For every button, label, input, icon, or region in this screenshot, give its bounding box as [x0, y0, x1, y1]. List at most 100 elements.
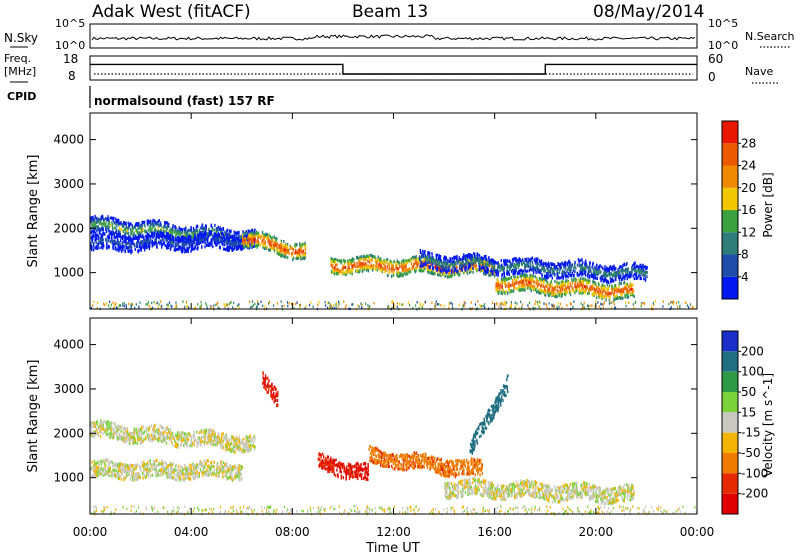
- range-gate-cell: [495, 282, 497, 286]
- range-gate-cell: [559, 289, 561, 293]
- range-gate-cell: [224, 247, 226, 251]
- range-gate-cell: [172, 224, 174, 228]
- range-gate-cell: [367, 269, 370, 273]
- range-gate-cell: [620, 276, 622, 279]
- range-gate-cell: [487, 259, 490, 263]
- range-gate-cell: [509, 290, 511, 294]
- range-gate-cell: [548, 283, 550, 287]
- range-gate-cell: [526, 283, 528, 287]
- ground-scatter-cell: [225, 303, 227, 306]
- range-gate-cell: [296, 242, 298, 246]
- range-gate-cell: [410, 259, 412, 263]
- range-gate-cell: [226, 248, 229, 252]
- range-gate-cell: [166, 221, 168, 225]
- range-gate-cell: [474, 265, 477, 268]
- range-gate-cell: [516, 275, 519, 279]
- range-gate-cell: [544, 268, 546, 272]
- range-gate-cell: [601, 276, 604, 280]
- range-gate-cell: [249, 244, 251, 248]
- range-gate-cell: [215, 233, 217, 237]
- range-gate-cell: [601, 284, 603, 288]
- range-gate-cell: [600, 274, 603, 278]
- range-gate-cell: [170, 234, 173, 238]
- range-gate-cell: [627, 270, 629, 274]
- ground-scatter-cell: [608, 302, 610, 305]
- range-gate-cell: [504, 282, 506, 286]
- range-gate-cell: [476, 269, 478, 273]
- range-gate-cell: [615, 272, 617, 276]
- range-gate-cell: [142, 245, 145, 249]
- range-gate-cell: [567, 272, 570, 276]
- range-gate-cell: [520, 278, 522, 282]
- range-gate-cell: [270, 236, 272, 240]
- range-gate-cell: [114, 221, 116, 225]
- range-gate-cell: [101, 234, 104, 238]
- range-gate-cell: [120, 244, 122, 248]
- ground-scatter-cell: [135, 303, 137, 306]
- range-gate-cell: [587, 288, 590, 292]
- range-gate-cell: [274, 237, 277, 241]
- range-gate-cell: [610, 280, 612, 284]
- range-gate-cell: [165, 228, 168, 232]
- range-gate-cell: [527, 257, 529, 261]
- range-gate-cell: [525, 259, 528, 263]
- range-gate-cell: [552, 288, 554, 292]
- range-gate-cell: [98, 221, 101, 225]
- range-gate-cell: [479, 257, 481, 261]
- range-gate-cell: [416, 264, 419, 268]
- range-gate-cell: [583, 269, 586, 273]
- range-gate-cell: [366, 254, 368, 258]
- range-gate-cell: [536, 262, 538, 266]
- range-gate-cell: [257, 243, 260, 247]
- range-gate-cell: [415, 268, 417, 272]
- ground-scatter-cell: [643, 302, 645, 305]
- range-gate-cell: [156, 242, 158, 246]
- ground-scatter-cell: [110, 303, 113, 307]
- range-gate-cell: [496, 285, 498, 289]
- ground-scatter-cell: [268, 302, 270, 305]
- range-gate-cell: [246, 234, 248, 238]
- range-gate-cell: [138, 221, 140, 225]
- range-gate-cell: [196, 243, 199, 247]
- ground-scatter-cell: [471, 307, 473, 310]
- range-gate-cell: [629, 275, 631, 279]
- range-gate-cell: [304, 256, 306, 260]
- range-gate-cell: [158, 230, 160, 233]
- range-gate-cell: [180, 239, 183, 243]
- range-gate-cell: [187, 232, 189, 236]
- range-gate-cell: [606, 280, 608, 284]
- range-gate-cell: [496, 287, 498, 291]
- range-gate-cell: [139, 241, 142, 245]
- range-gate-cell: [608, 284, 611, 288]
- range-gate-cell: [628, 275, 630, 279]
- range-gate-cell: [563, 270, 565, 274]
- range-gate-cell: [518, 270, 520, 273]
- ground-scatter-cell: [182, 300, 184, 303]
- range-gate-cell: [197, 233, 200, 237]
- range-gate-cell: [179, 227, 181, 231]
- date-title: 08/May/2014: [593, 2, 705, 22]
- range-gate-cell: [299, 244, 301, 248]
- range-gate-cell: [145, 246, 147, 249]
- range-gate-cell: [485, 254, 487, 258]
- range-gate-cell: [393, 260, 395, 264]
- range-gate-cell: [159, 232, 161, 236]
- range-gate-cell: [547, 291, 549, 295]
- range-gate-cell: [441, 261, 443, 265]
- range-gate-cell: [568, 265, 570, 269]
- range-gate-cell: [558, 271, 561, 274]
- range-gate-cell: [105, 230, 108, 233]
- range-gate-cell: [440, 269, 443, 273]
- range-gate-cell: [551, 292, 553, 296]
- range-gate-cell: [292, 251, 294, 255]
- range-gate-cell: [138, 241, 140, 245]
- range-gate-cell: [213, 228, 215, 232]
- range-gate-cell: [96, 220, 98, 224]
- range-gate-cell: [303, 243, 305, 247]
- ground-scatter-cell: [128, 302, 130, 305]
- range-gate-cell: [566, 283, 569, 287]
- range-gate-cell: [120, 249, 123, 253]
- range-gate-cell: [515, 281, 517, 285]
- range-gate-cell: [453, 263, 456, 267]
- range-gate-cell: [247, 244, 250, 248]
